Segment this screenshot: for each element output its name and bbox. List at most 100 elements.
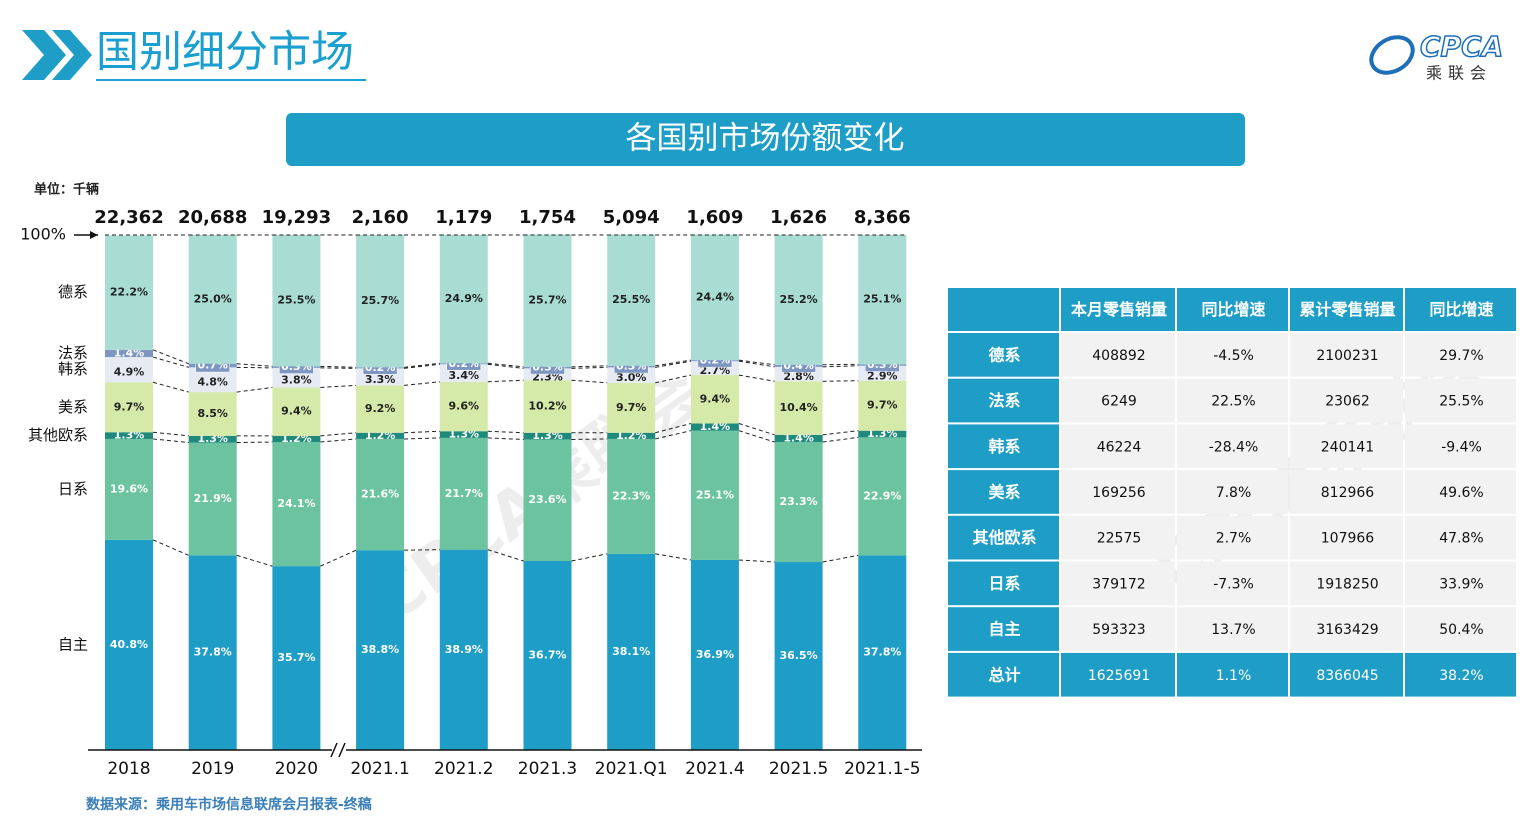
bar-segment xyxy=(774,434,823,443)
connector xyxy=(152,356,189,368)
bar-segment xyxy=(356,235,405,368)
data-label: 38.8% xyxy=(361,643,399,656)
table-cell xyxy=(1061,333,1175,377)
bar-segment xyxy=(607,432,656,439)
connector xyxy=(152,438,189,444)
chevron-icon xyxy=(52,30,92,80)
table-row-label: 其他欧系 xyxy=(972,528,1036,547)
connector xyxy=(320,438,357,443)
total-label: 1,626 xyxy=(770,207,827,228)
bar-segment xyxy=(188,555,237,750)
data-label: 3.8% xyxy=(281,374,312,387)
total-label: 22,362 xyxy=(94,207,163,228)
data-label: 9.7% xyxy=(867,399,898,412)
bar-segment xyxy=(858,380,907,431)
table-row-label: 自主 xyxy=(988,620,1020,639)
series-name: 韩系 xyxy=(58,360,88,378)
table-cell xyxy=(948,607,1059,651)
x-tick-label: 2021.1-5 xyxy=(844,759,920,779)
data-label: 25.5% xyxy=(277,294,315,307)
bar-segment xyxy=(858,555,907,750)
connector xyxy=(320,367,357,369)
bar-segment xyxy=(105,349,153,358)
bar-segment xyxy=(607,382,656,433)
data-label: 9.7% xyxy=(114,400,145,413)
data-label: 36.7% xyxy=(528,648,566,661)
table-cell xyxy=(1290,470,1403,514)
table-cell xyxy=(1061,515,1175,560)
table-cell xyxy=(1177,333,1288,377)
table-cell xyxy=(1405,607,1516,651)
bar-segment xyxy=(523,439,572,561)
table-row-label: 总计 xyxy=(988,665,1020,684)
connector xyxy=(320,432,357,437)
bar-segment xyxy=(272,235,321,367)
table-header-cell xyxy=(948,288,1059,331)
data-label: 4.9% xyxy=(114,366,145,379)
table-cell-text: 23062 xyxy=(1325,394,1370,410)
table-cell xyxy=(948,378,1059,423)
table-cell xyxy=(1177,561,1288,606)
table-cell-text: 408892 xyxy=(1092,348,1145,364)
data-label: 37.8% xyxy=(194,646,232,659)
table-header-cell xyxy=(1061,288,1175,331)
table-row-label: 美系 xyxy=(988,482,1020,501)
data-label: 9.6% xyxy=(449,399,480,412)
connector xyxy=(487,362,524,368)
data-label: 25.1% xyxy=(863,293,901,306)
connector xyxy=(655,423,692,434)
connector xyxy=(571,379,608,384)
table-cell xyxy=(1405,515,1516,560)
table-cell xyxy=(1405,470,1516,514)
bar-segment xyxy=(356,438,405,551)
x-tick-label: 2019 xyxy=(191,759,234,779)
connector xyxy=(236,363,273,367)
table-cell xyxy=(1290,378,1403,423)
connector xyxy=(487,430,524,434)
bar-segment xyxy=(523,380,572,433)
y-tick-arrowhead xyxy=(90,231,98,239)
table-cell xyxy=(1405,333,1516,377)
total-label: 5,094 xyxy=(603,207,660,228)
bar-segment xyxy=(105,235,153,350)
bar-segment xyxy=(774,562,823,750)
table-header-text: 累计零售销量 xyxy=(1299,300,1395,319)
data-label: 10.2% xyxy=(528,399,566,412)
table-cell-text: 169256 xyxy=(1092,485,1146,501)
table-cell-text: 2100231 xyxy=(1316,348,1378,364)
data-label: 23.3% xyxy=(780,495,818,508)
series-name: 日系 xyxy=(58,480,88,498)
connector xyxy=(822,380,859,382)
bar-segment xyxy=(439,381,488,432)
data-label: 25.7% xyxy=(361,294,399,307)
axis-break-gap xyxy=(332,747,346,753)
bar-segment xyxy=(188,392,237,436)
table-cell xyxy=(948,652,1059,697)
bar-segment xyxy=(272,435,321,443)
connector xyxy=(236,366,273,369)
bar-segment xyxy=(690,234,739,361)
series-name: 自主 xyxy=(58,635,88,653)
connector xyxy=(738,559,775,563)
data-label: 22.9% xyxy=(863,489,901,502)
connector xyxy=(571,438,608,440)
table-cell xyxy=(1290,424,1403,469)
table-cell-text: 33.9% xyxy=(1439,576,1483,592)
table-cell xyxy=(1290,561,1403,606)
table-header-cell xyxy=(1177,288,1288,331)
connector xyxy=(738,359,775,366)
table-row-label: 日系 xyxy=(988,574,1020,593)
bar-segment xyxy=(439,437,488,550)
table-cell-text: 29.7% xyxy=(1439,348,1483,364)
logo-mark xyxy=(1369,35,1415,75)
bar-segment xyxy=(105,432,153,439)
connector xyxy=(320,384,357,388)
table-header-cell xyxy=(1405,288,1516,331)
table-cell-text: 1918250 xyxy=(1316,576,1378,592)
connector xyxy=(404,549,440,551)
bar-segment xyxy=(607,553,656,750)
table-header-text: 同比增速 xyxy=(1201,300,1265,319)
x-tick-label: 2020 xyxy=(275,759,318,779)
bar-segment xyxy=(523,234,572,367)
total-label: 2,160 xyxy=(352,207,409,228)
